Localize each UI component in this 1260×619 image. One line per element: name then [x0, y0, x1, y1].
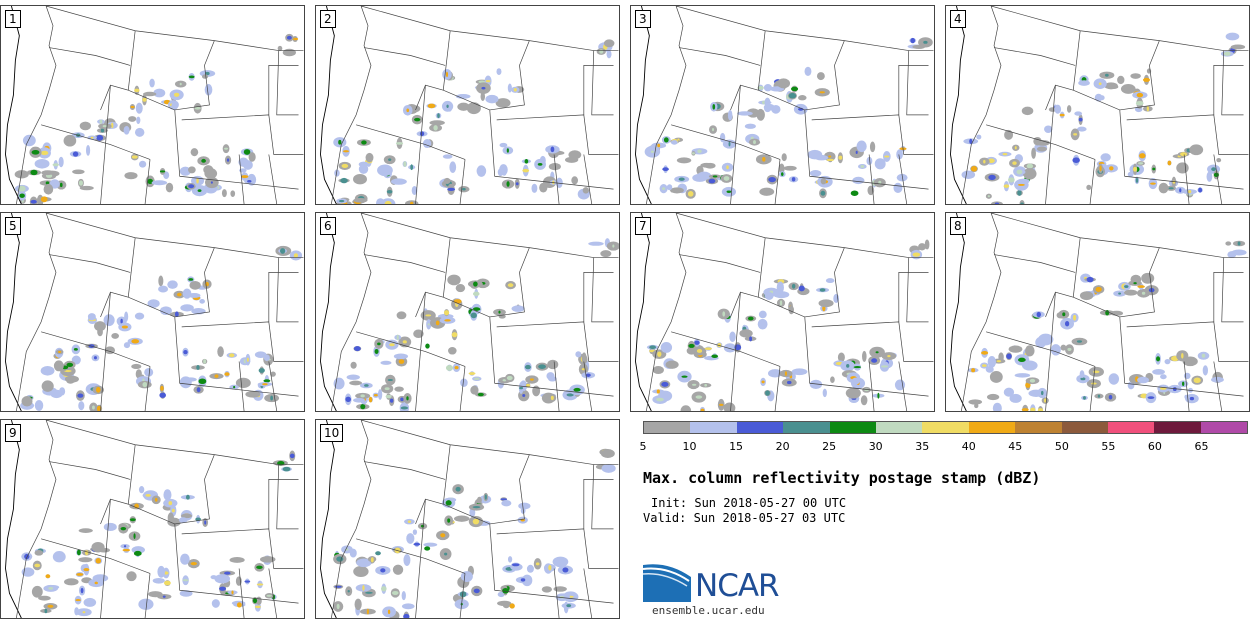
member-map-panel: 1: [0, 5, 305, 205]
colorbar-tick-label: 40: [961, 440, 976, 453]
colorbar-tick-label: 25: [822, 440, 837, 453]
member-number-label: 6: [320, 217, 336, 235]
reflectivity-map: [320, 420, 619, 618]
colorbar-tick-label: 15: [729, 440, 744, 453]
member-map-panel: 2: [315, 5, 620, 205]
reflectivity-map: [5, 213, 304, 411]
member-map-panel: 4: [945, 5, 1250, 205]
website-label: ensemble.ucar.edu: [652, 604, 765, 617]
member-map-panel: 8: [945, 212, 1250, 412]
colorbar-segment: [644, 422, 691, 433]
reflectivity-map: [5, 6, 304, 204]
member-number-label: 3: [635, 10, 651, 28]
ncar-logo-icon: [643, 564, 691, 602]
member-map-panel: 3: [630, 5, 935, 205]
colorbar-tick-label: 5: [639, 440, 647, 453]
colorbar-tick-label: 65: [1194, 440, 1209, 453]
colorbar-segment: [1015, 422, 1062, 433]
member-number-label: 4: [950, 10, 966, 28]
valid-time: Valid: Sun 2018-05-27 03 UTC: [643, 511, 846, 525]
colorbar-tick-label: 55: [1101, 440, 1116, 453]
colorbar-segment: [736, 422, 784, 433]
member-map-panel: 5: [0, 212, 305, 412]
colorbar-ticks: 5 10 15 20 25 30 35 40 45 50 55 60 65: [639, 440, 1248, 456]
colorbar-segment: [1154, 422, 1201, 433]
colorbar-segment: [829, 422, 876, 433]
reflectivity-map: [635, 213, 934, 411]
colorbar-tick-label: 60: [1147, 440, 1162, 453]
member-number-label: 8: [950, 217, 966, 235]
reflectivity-map: [950, 213, 1249, 411]
colorbar-tick-label: 20: [775, 440, 790, 453]
colorbar-segment: [968, 422, 1016, 433]
colorbar-segment: [875, 422, 923, 433]
reflectivity-map: [635, 6, 934, 204]
reflectivity-colorbar: [643, 421, 1248, 434]
colorbar-segment: [1061, 422, 1108, 433]
colorbar-tick-label: 50: [1054, 440, 1069, 453]
member-number-label: 1: [5, 10, 21, 28]
reflectivity-map: [320, 6, 619, 204]
reflectivity-map: [950, 6, 1249, 204]
member-map-panel: 10: [315, 419, 620, 619]
colorbar-segment: [1200, 422, 1248, 433]
colorbar-segment: [690, 422, 737, 433]
member-number-label: 2: [320, 10, 336, 28]
colorbar-segment: [783, 422, 830, 433]
colorbar-tick-label: 10: [682, 440, 697, 453]
page-title: Max. column reflectivity postage stamp (…: [643, 469, 1041, 487]
reflectivity-map: [5, 420, 304, 618]
colorbar-tick-label: 35: [915, 440, 930, 453]
colorbar-tick-label: 30: [868, 440, 883, 453]
member-map-panel: 7: [630, 212, 935, 412]
ncar-logo-text: NCAR: [695, 568, 780, 604]
colorbar-tick-label: 45: [1008, 440, 1023, 453]
member-number-label: 10: [320, 424, 344, 442]
member-number-label: 7: [635, 217, 651, 235]
reflectivity-map: [320, 213, 619, 411]
member-map-panel: 6: [315, 212, 620, 412]
member-number-label: 5: [5, 217, 21, 235]
init-time: Init: Sun 2018-05-27 00 UTC: [651, 496, 847, 510]
colorbar-segment: [922, 422, 969, 433]
colorbar-segment: [1107, 422, 1155, 433]
member-number-label: 9: [5, 424, 21, 442]
member-map-panel: 9: [0, 419, 305, 619]
